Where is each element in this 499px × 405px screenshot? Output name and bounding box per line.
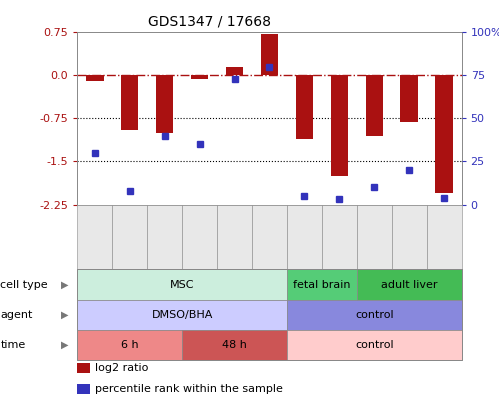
- Bar: [226, 67, 244, 75]
- Text: adult liver: adult liver: [381, 279, 438, 290]
- Text: ▶: ▶: [61, 340, 69, 350]
- Text: control: control: [355, 340, 394, 350]
- Text: ▶: ▶: [61, 310, 69, 320]
- Text: fetal brain: fetal brain: [293, 279, 351, 290]
- Text: 48 h: 48 h: [222, 340, 247, 350]
- Bar: [86, 75, 103, 81]
- Bar: [260, 34, 278, 75]
- Text: 6 h: 6 h: [121, 340, 139, 350]
- Text: time: time: [0, 340, 26, 350]
- Text: GDS1347 / 17668: GDS1347 / 17668: [148, 14, 271, 28]
- Text: MSC: MSC: [170, 279, 195, 290]
- Bar: [191, 75, 209, 79]
- Bar: [156, 75, 174, 133]
- Bar: [365, 75, 383, 136]
- Text: ▶: ▶: [61, 279, 69, 290]
- Bar: [400, 75, 418, 122]
- Text: log2 ratio: log2 ratio: [95, 363, 148, 373]
- Text: DMSO/BHA: DMSO/BHA: [152, 310, 213, 320]
- Text: cell type: cell type: [0, 279, 48, 290]
- Bar: [435, 75, 453, 193]
- Text: agent: agent: [0, 310, 33, 320]
- Text: percentile rank within the sample: percentile rank within the sample: [95, 384, 283, 394]
- Bar: [330, 75, 348, 176]
- Text: control: control: [355, 310, 394, 320]
- Bar: [121, 75, 138, 130]
- Bar: [295, 75, 313, 139]
